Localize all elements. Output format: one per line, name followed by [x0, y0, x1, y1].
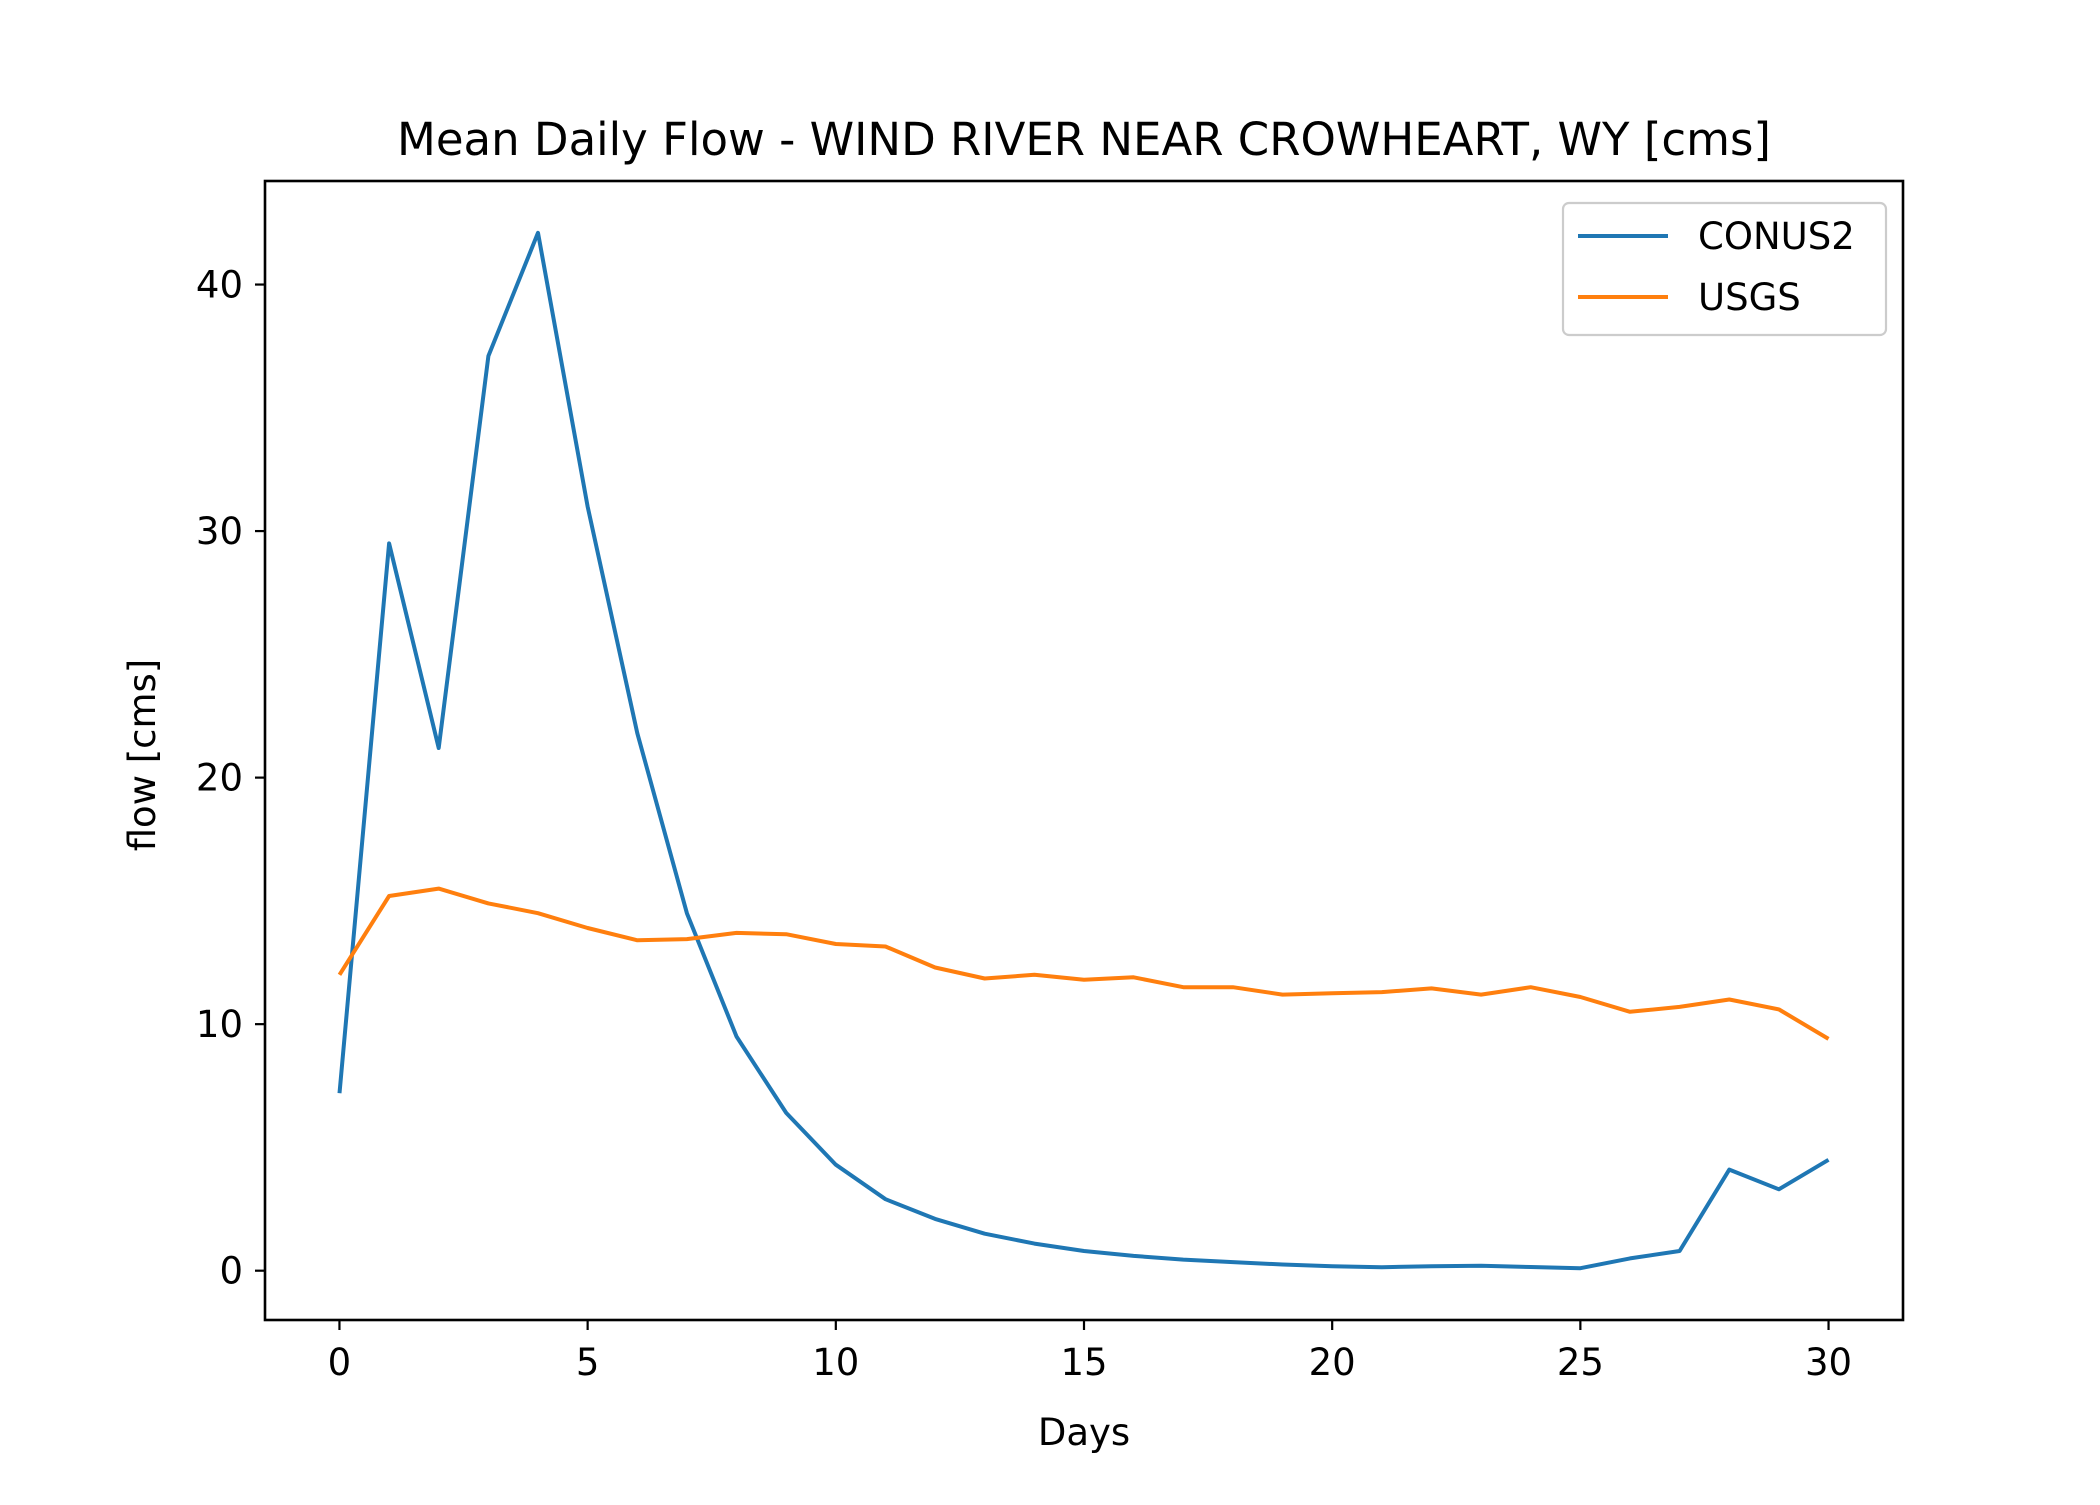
x-tick-label: 5 — [576, 1341, 600, 1384]
y-tick-label: 40 — [196, 264, 243, 307]
plot-area — [337, 230, 1830, 1271]
x-tick-label: 30 — [1805, 1341, 1852, 1384]
legend: CONUS2 USGS — [1561, 201, 1888, 337]
chart-title: Mean Daily Flow - WIND RIVER NEAR CROWHE… — [397, 113, 1771, 166]
x-axis: 0 5 10 15 20 25 30 — [328, 1320, 1852, 1384]
y-axis: 0 10 20 30 40 — [196, 264, 265, 1293]
y-tick-label: 20 — [196, 757, 243, 800]
x-tick-label: 25 — [1557, 1341, 1604, 1384]
x-tick-label: 15 — [1060, 1341, 1107, 1384]
series-line-conus2 — [337, 230, 1830, 1271]
x-axis-label: Days — [1038, 1411, 1130, 1454]
legend-label-usgs: USGS — [1698, 276, 1801, 319]
x-tick-label: 0 — [328, 1341, 352, 1384]
y-axis-label: flow [cms] — [121, 659, 164, 852]
legend-label-conus2: CONUS2 — [1698, 215, 1855, 258]
x-tick-label: 20 — [1309, 1341, 1356, 1384]
y-tick-label: 0 — [219, 1250, 243, 1293]
series-line-usgs — [337, 886, 1830, 1041]
x-tick-label: 10 — [812, 1341, 859, 1384]
y-tick-label: 30 — [196, 510, 243, 553]
y-tick-label: 10 — [196, 1003, 243, 1046]
